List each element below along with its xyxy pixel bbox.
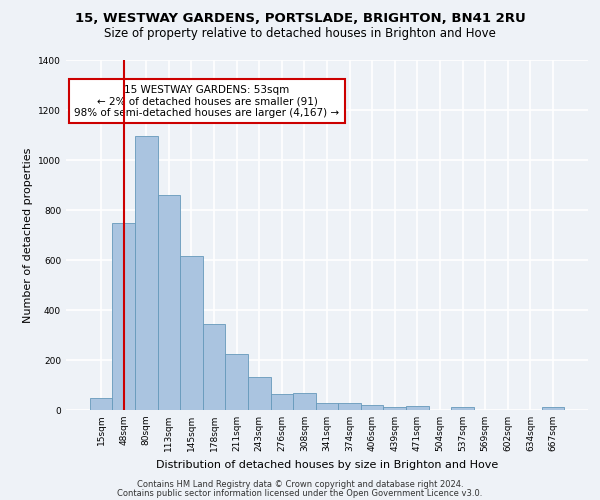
Bar <box>226 354 248 410</box>
Bar <box>135 136 158 410</box>
Bar <box>293 393 316 410</box>
Bar <box>383 407 406 410</box>
Bar <box>542 407 564 410</box>
Y-axis label: Number of detached properties: Number of detached properties <box>23 148 32 322</box>
Text: Size of property relative to detached houses in Brighton and Hove: Size of property relative to detached ho… <box>104 28 496 40</box>
Bar <box>451 407 474 410</box>
Text: 15, WESTWAY GARDENS, PORTSLADE, BRIGHTON, BN41 2RU: 15, WESTWAY GARDENS, PORTSLADE, BRIGHTON… <box>74 12 526 26</box>
Bar <box>316 402 338 410</box>
Bar <box>338 402 361 410</box>
Bar <box>203 324 226 410</box>
Bar <box>90 398 112 410</box>
Text: Contains public sector information licensed under the Open Government Licence v3: Contains public sector information licen… <box>118 488 482 498</box>
Bar <box>271 394 293 410</box>
X-axis label: Distribution of detached houses by size in Brighton and Hove: Distribution of detached houses by size … <box>156 460 498 469</box>
Text: 15 WESTWAY GARDENS: 53sqm
← 2% of detached houses are smaller (91)
98% of semi-d: 15 WESTWAY GARDENS: 53sqm ← 2% of detach… <box>74 84 340 117</box>
Bar <box>158 195 180 410</box>
Bar <box>112 222 135 410</box>
Text: Contains HM Land Registry data © Crown copyright and database right 2024.: Contains HM Land Registry data © Crown c… <box>137 480 463 489</box>
Bar <box>406 406 428 410</box>
Bar <box>361 404 383 410</box>
Bar <box>180 256 203 410</box>
Bar <box>248 377 271 410</box>
